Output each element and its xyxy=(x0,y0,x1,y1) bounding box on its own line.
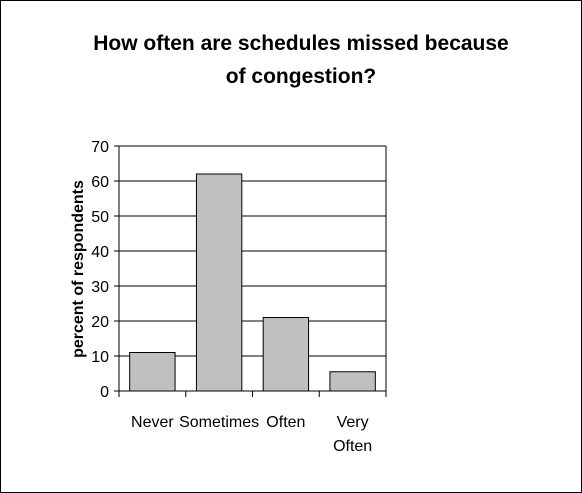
y-tick-label: 50 xyxy=(91,209,109,226)
y-tick-label: 70 xyxy=(91,139,109,156)
x-tick-label: Often xyxy=(266,414,306,431)
bar xyxy=(129,352,176,392)
y-tick-label: 40 xyxy=(91,244,109,261)
bar xyxy=(329,371,376,392)
chart-title: How often are schedules missed because o… xyxy=(93,32,509,88)
y-tick-label: 60 xyxy=(91,174,109,191)
y-tick-label: 30 xyxy=(91,279,109,296)
x-tick-label: Very Often xyxy=(333,414,373,455)
y-axis-label: percent of respondents xyxy=(70,180,87,358)
y-tick-label: 0 xyxy=(100,384,109,401)
bar xyxy=(195,173,243,392)
x-tick-label: Never xyxy=(131,414,174,431)
x-tick-label: Sometimes xyxy=(179,414,260,431)
y-tick-label: 10 xyxy=(91,349,109,366)
y-tick-label: 20 xyxy=(91,314,109,331)
bar xyxy=(262,317,310,392)
